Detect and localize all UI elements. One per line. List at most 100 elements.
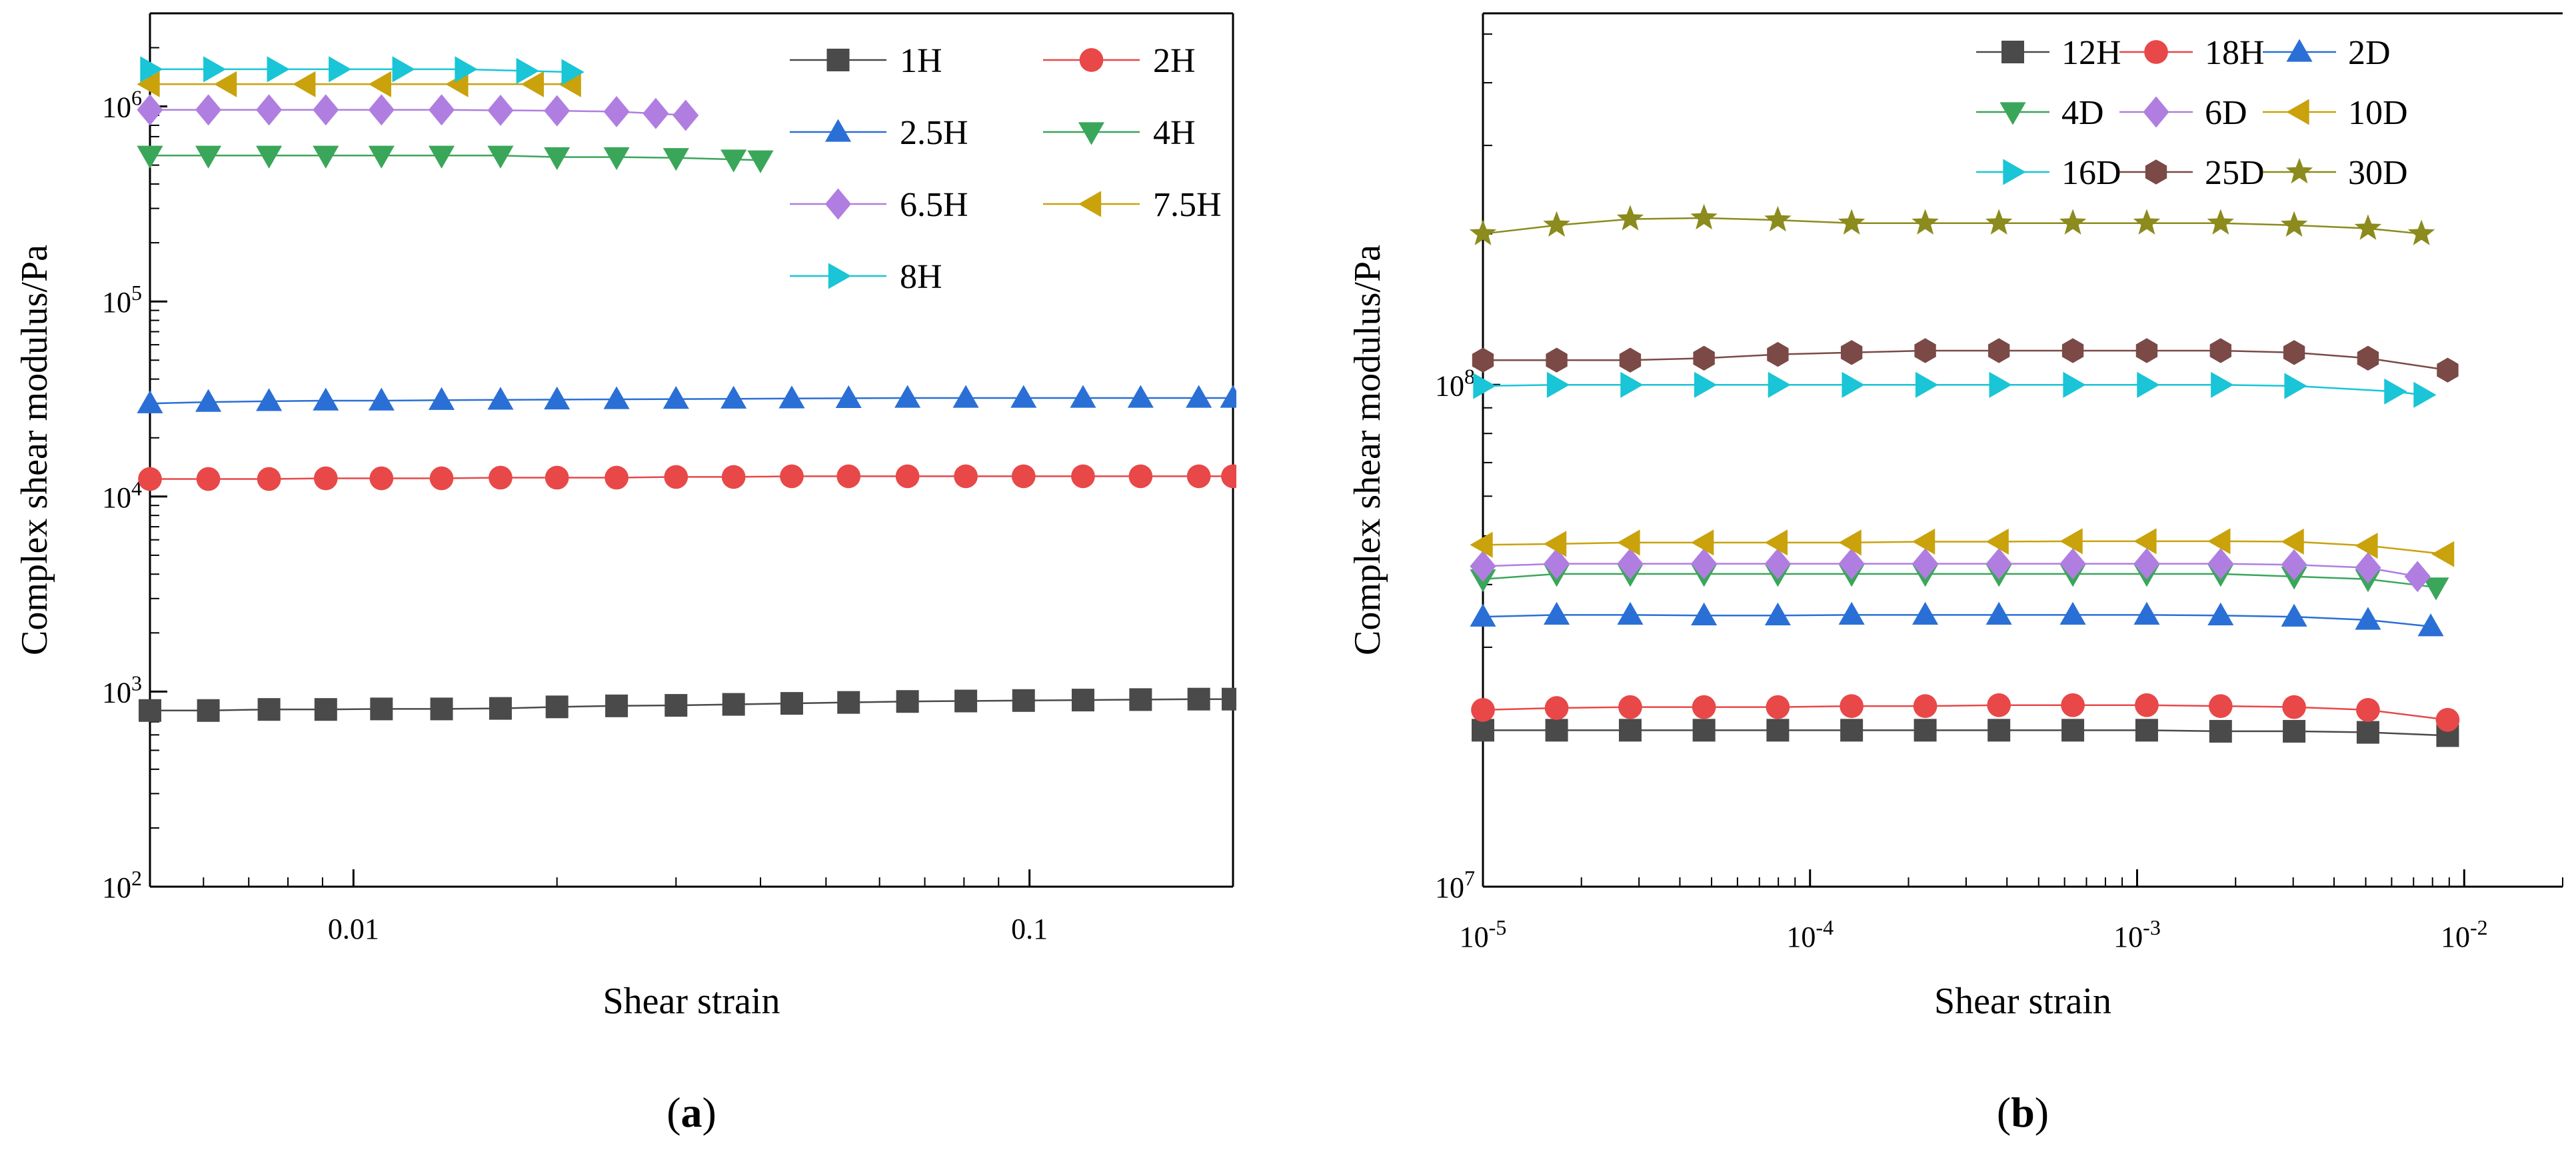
data-point xyxy=(1989,371,2012,398)
data-point xyxy=(1838,529,1862,556)
legend-item: 6D xyxy=(2119,94,2247,132)
y-tick-label-exp: 5 xyxy=(131,281,142,305)
series-6.5H xyxy=(137,94,699,131)
series-line xyxy=(1483,349,2448,371)
data-point xyxy=(1985,601,2012,625)
legend-item: 2H xyxy=(1043,42,1196,80)
legend-marker xyxy=(1078,191,1102,217)
data-point xyxy=(1987,693,2011,717)
data-point xyxy=(392,56,415,83)
data-point xyxy=(2355,607,2381,630)
data-point xyxy=(1071,689,1094,712)
legend-marker xyxy=(2143,96,2169,128)
data-point xyxy=(603,147,630,171)
data-point xyxy=(2135,338,2158,363)
data-point xyxy=(1186,385,1212,408)
data-point xyxy=(487,387,514,410)
data-point xyxy=(256,388,283,411)
data-point xyxy=(2417,613,2444,637)
data-point xyxy=(605,465,629,490)
y-tick-label: 103 xyxy=(102,671,142,709)
data-point xyxy=(2207,602,2234,625)
data-point xyxy=(1691,548,1718,580)
data-point xyxy=(2207,528,2231,555)
data-point xyxy=(2281,528,2304,555)
data-point xyxy=(778,385,805,409)
data-point xyxy=(2356,698,2380,722)
data-point xyxy=(1693,345,1715,371)
data-point xyxy=(1129,688,1152,711)
data-point xyxy=(2061,693,2085,717)
data-point xyxy=(2059,548,2086,580)
axis-frame xyxy=(1482,12,2563,888)
panel-label-letter: b xyxy=(2011,1089,2035,1136)
series-16D xyxy=(1473,371,2437,408)
data-point xyxy=(2059,209,2087,235)
y-tick-label-base: 10 xyxy=(1435,871,1464,904)
data-point xyxy=(1471,698,1495,722)
legend-marker xyxy=(828,263,852,289)
data-point xyxy=(1838,601,1865,625)
legend-marker xyxy=(2003,159,2026,185)
data-point xyxy=(1617,601,1644,625)
data-point xyxy=(954,464,978,489)
data-point xyxy=(603,96,630,127)
data-point xyxy=(2061,719,2085,742)
series-6D xyxy=(1470,548,2431,593)
series-4H xyxy=(137,145,774,173)
data-point xyxy=(1914,719,1937,742)
data-point xyxy=(1838,548,1865,580)
y-tick-label-exp: 8 xyxy=(1464,364,1475,388)
data-point xyxy=(1222,687,1236,711)
data-point xyxy=(1766,695,1790,719)
data-point xyxy=(2133,209,2161,235)
data-point xyxy=(662,386,689,409)
data-point xyxy=(544,95,571,127)
data-point xyxy=(455,56,478,83)
data-point xyxy=(1840,694,1864,718)
data-point xyxy=(368,71,391,97)
data-point xyxy=(2133,601,2160,625)
plot-area xyxy=(137,56,1236,722)
data-point xyxy=(313,145,339,169)
data-point xyxy=(1620,371,1644,398)
data-point xyxy=(140,56,163,83)
data-point xyxy=(214,71,237,97)
data-point xyxy=(368,94,395,126)
data-point xyxy=(2431,541,2455,567)
data-point xyxy=(521,71,545,97)
legend-label: 8H xyxy=(900,258,942,296)
data-point xyxy=(952,385,979,408)
legend-marker xyxy=(1078,122,1105,145)
data-point xyxy=(1618,719,1642,742)
data-point xyxy=(2354,214,2382,240)
data-point xyxy=(1842,371,1865,398)
data-point xyxy=(954,689,978,713)
data-point xyxy=(2356,721,2379,744)
data-point xyxy=(544,147,571,171)
data-point xyxy=(1912,601,1939,625)
data-point xyxy=(1472,719,1494,742)
data-point xyxy=(2059,528,2083,555)
y-tick-label-exp: 2 xyxy=(131,866,142,890)
data-point xyxy=(137,390,163,413)
x-tick-label-exp: -4 xyxy=(1816,915,1834,939)
data-point xyxy=(1766,719,1790,742)
plot-area xyxy=(1469,203,2460,747)
data-point xyxy=(137,71,160,97)
legend-label: 6.5H xyxy=(900,186,968,224)
data-point xyxy=(137,145,163,169)
data-point xyxy=(1838,209,1866,235)
data-point xyxy=(428,145,455,169)
x-tick-label-base: 10 xyxy=(2113,921,2143,953)
series-line xyxy=(1482,217,2422,235)
data-point xyxy=(835,385,862,409)
data-point xyxy=(1472,347,1494,373)
data-point xyxy=(1070,385,1096,408)
y-tick-label: 105 xyxy=(102,281,142,319)
data-point xyxy=(780,692,803,715)
panel-label-open: ( xyxy=(666,1089,680,1136)
data-point xyxy=(2404,561,2431,593)
data-point xyxy=(313,94,339,126)
data-point xyxy=(428,94,455,126)
